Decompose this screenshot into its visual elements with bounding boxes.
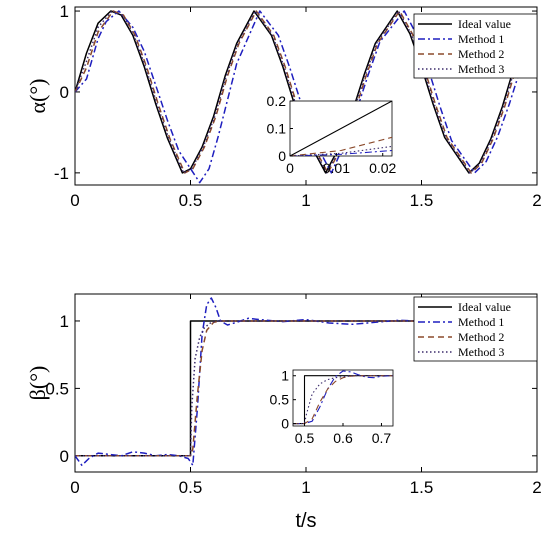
- alpha-y-tick-label: 1: [60, 2, 69, 21]
- alpha-x-tick-label: 0.5: [179, 191, 203, 210]
- beta-inset-frame: [292, 369, 394, 427]
- alpha-x-tick-label: 2: [532, 191, 541, 210]
- beta-inset-y-tick-label: 0.5: [270, 392, 290, 408]
- alpha-legend-label-3: Method 2: [458, 47, 504, 61]
- beta-x-axis-label: t/s: [295, 510, 316, 532]
- alpha-inset-y-tick-label: 0.2: [267, 93, 287, 109]
- beta-legend-label-4: Method 3: [458, 345, 504, 359]
- beta-inset: 0.5 0.6 0.7 0 0.5 1: [270, 368, 394, 446]
- alpha-inset-x-tick-label: 0.01: [323, 160, 350, 176]
- alpha-series-1: [75, 10, 527, 174]
- alpha-legend-label-2: Method 1: [458, 32, 504, 46]
- beta-y-axis-label: β(°): [25, 366, 50, 401]
- alpha-x-tick-label: 0: [70, 191, 79, 210]
- alpha-x-tick-label: 1.5: [410, 191, 434, 210]
- alpha-inset-y-tick-label: 0: [278, 148, 286, 164]
- beta-x-tick-label: 2: [532, 478, 541, 497]
- beta-chart: 0 0.5 1 1.5 200.51 β(°) t/s Ideal valueMetho…: [25, 293, 542, 532]
- alpha-legend-label-1: Ideal value: [458, 17, 511, 31]
- beta-inset-series-2: [293, 370, 393, 425]
- beta-inset-x-tick-label: 0.7: [372, 430, 392, 446]
- alpha-x-tick-label: 1: [301, 191, 310, 210]
- beta-legend-label-1: Ideal value: [458, 300, 511, 314]
- alpha-inset-series-1: [290, 101, 392, 156]
- alpha-inset-series-3: [290, 136, 392, 156]
- beta-inset-x-tick-label: 0.5: [295, 430, 315, 446]
- alpha-inset-series-4: [290, 145, 392, 156]
- beta-inset-series-3: [293, 375, 393, 425]
- alpha-inset-y-tick-label: 0.1: [267, 121, 287, 137]
- alpha-y-tick-label: 0: [60, 83, 69, 102]
- alpha-series-3: [75, 10, 529, 174]
- beta-x-tick-label: 1: [301, 478, 310, 497]
- alpha-y-axis-label: α(°): [25, 79, 50, 114]
- beta-legend-label-2: Method 1: [458, 315, 504, 329]
- alpha-inset-x-tick-label: 0: [286, 160, 294, 176]
- beta-inset-y-tick-label: 1: [281, 368, 289, 384]
- beta-x-tick-label: 0: [70, 478, 79, 497]
- beta-y-tick-label: 0.5: [45, 379, 69, 398]
- beta-x-tick-label: 1.5: [410, 478, 434, 497]
- alpha-series-2: [75, 10, 522, 184]
- beta-x-tick-label: 0.5: [179, 478, 203, 497]
- alpha-series-4: [75, 10, 528, 174]
- alpha-y-tick-label: -1: [54, 164, 69, 183]
- beta-inset-y-tick-label: 0: [281, 416, 289, 432]
- beta-legend-label-3: Method 2: [458, 330, 504, 344]
- alpha-inset: 0 0.01 0.02 0 0.1 0.2: [267, 93, 397, 176]
- beta-inset-x-tick-label: 0.6: [333, 430, 353, 446]
- beta-y-tick-label: 1: [60, 312, 69, 331]
- alpha-inset-x-tick-label: 0.02: [369, 160, 396, 176]
- alpha-legend-label-4: Method 3: [458, 62, 504, 76]
- beta-y-tick-label: 0: [60, 447, 69, 466]
